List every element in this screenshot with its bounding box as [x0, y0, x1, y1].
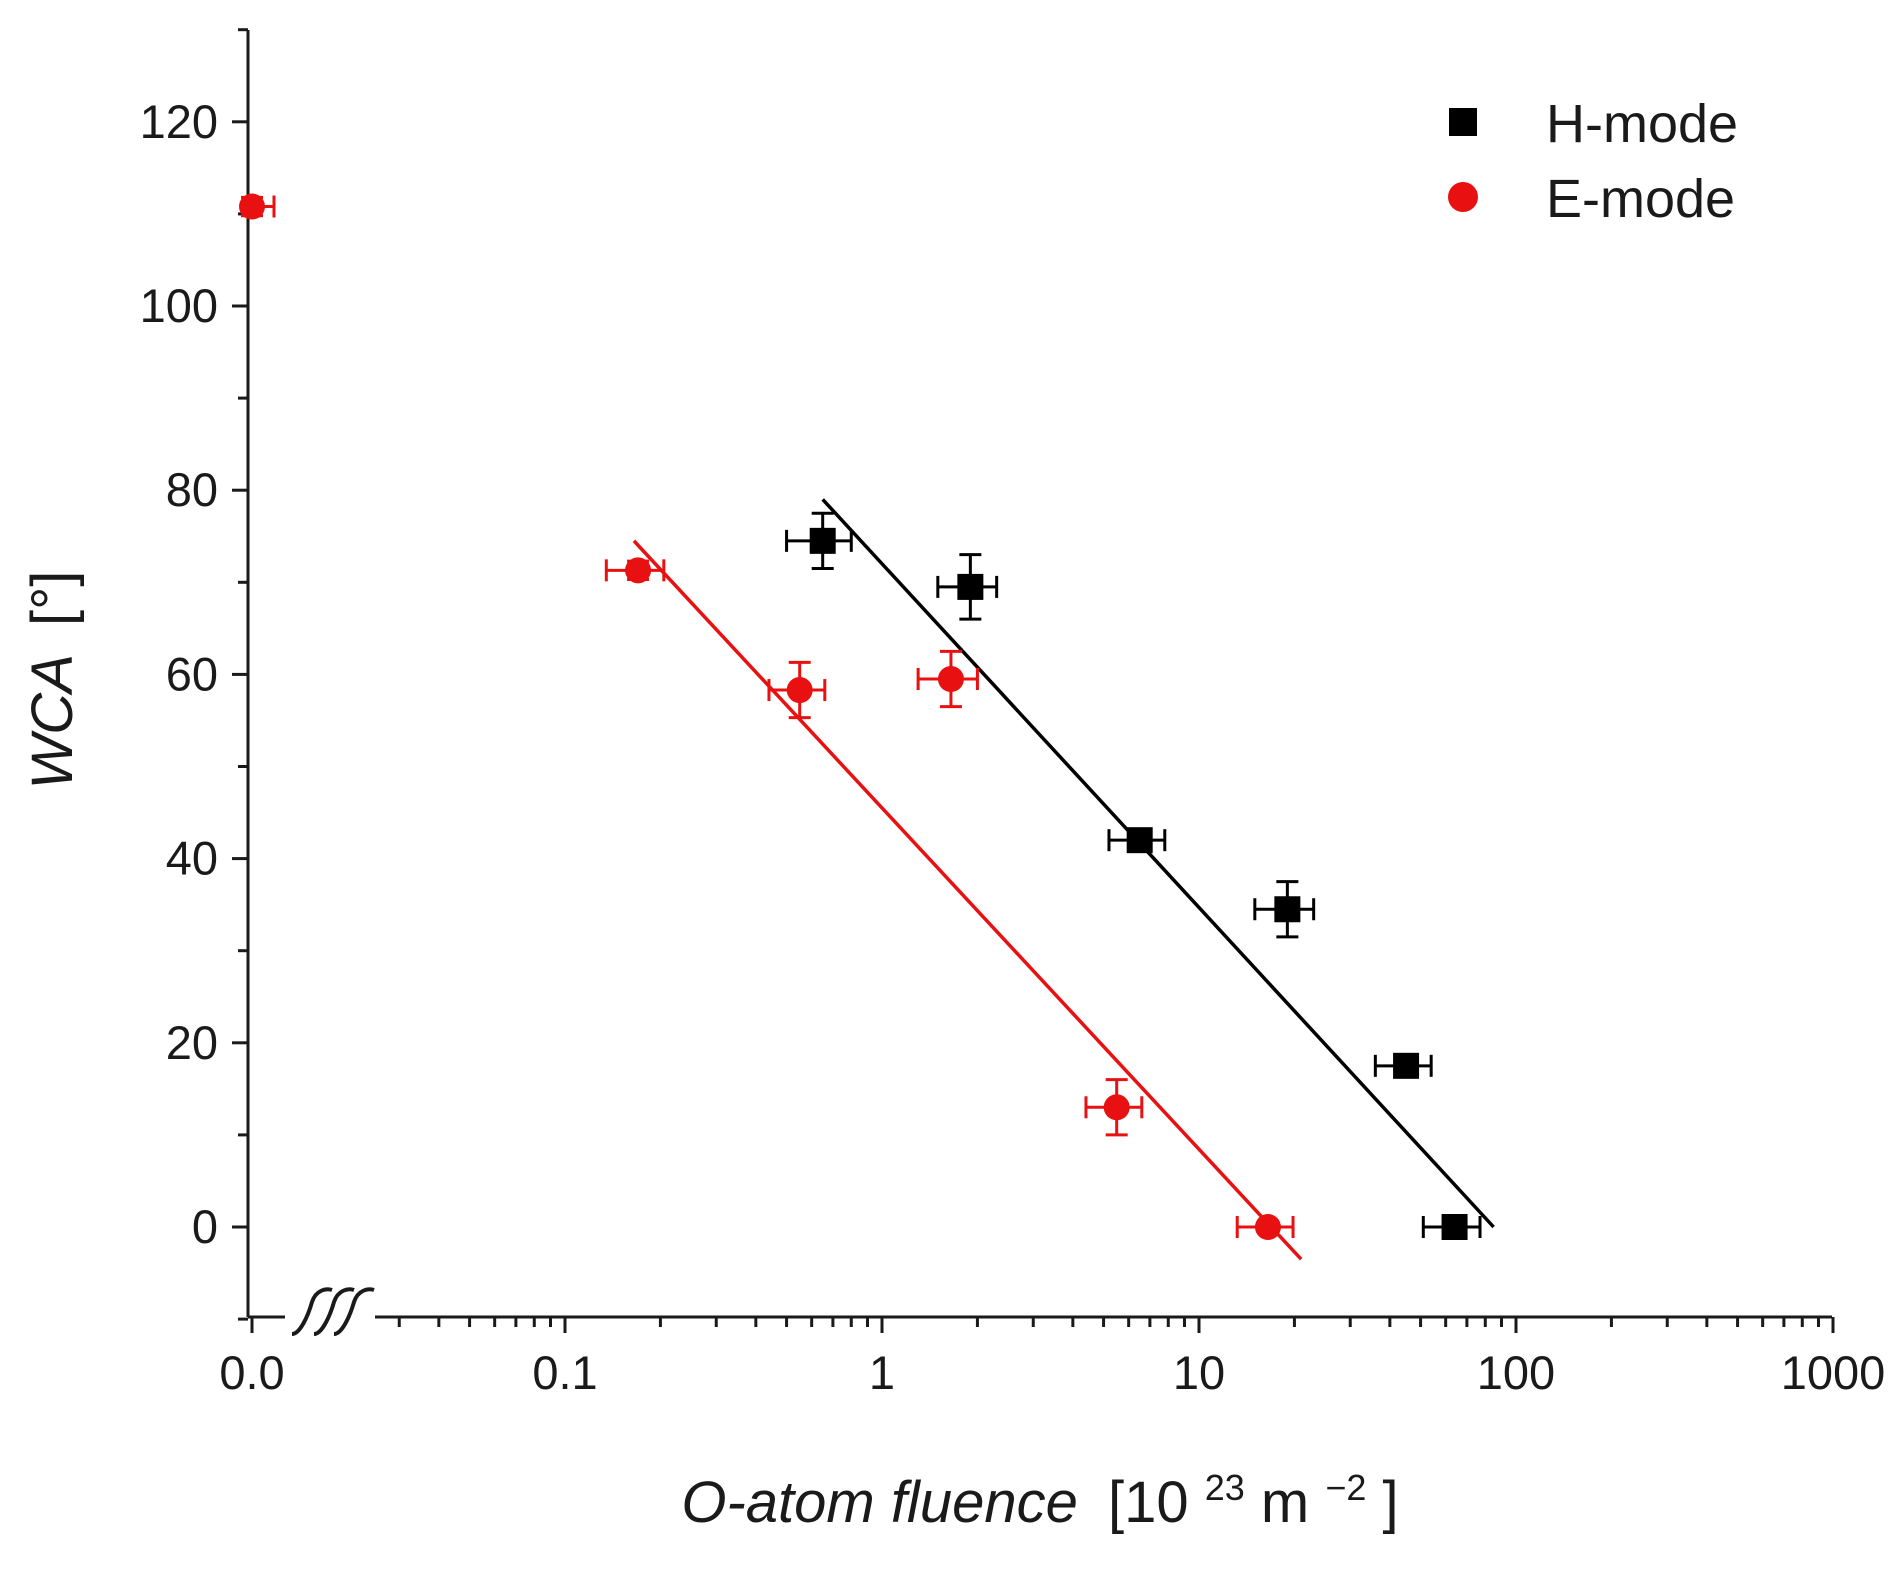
error-bars: [241, 195, 1482, 1238]
y-axis-title-italic: WCA: [20, 654, 85, 789]
axes: 0 20 40 60 80 100 120 0.0 0.1 1 10 100 1000: [140, 28, 1886, 1399]
x-tick-label: 1: [869, 1346, 895, 1399]
legend-marker-h-mode: [1449, 108, 1477, 136]
x-axis-title-exponent-1: 23: [1205, 1467, 1245, 1508]
x-axis-title-unit-mid: m: [1261, 1470, 1309, 1535]
data-point-e-mode: [1103, 1094, 1130, 1121]
x-axis-title-unit-open: [10: [1108, 1470, 1189, 1535]
data-point-e-mode: [937, 666, 964, 693]
fit-line-h-mode: [821, 498, 1495, 1229]
data-markers: [239, 193, 1468, 1240]
x-tick-label: 0.1: [532, 1346, 597, 1399]
data-point-h-mode: [1126, 827, 1153, 854]
data-point-h-mode: [1274, 896, 1301, 923]
y-tick-label: 20: [166, 1016, 218, 1069]
data-point-e-mode: [1254, 1214, 1281, 1240]
x-axis-title-exponent-2: −2: [1325, 1467, 1366, 1508]
y-tick-label: 100: [140, 279, 218, 332]
data-point-e-mode: [786, 677, 813, 704]
fit-lines: [632, 498, 1495, 1261]
x-axis-title: O-atom fluence [10 23 m −2 ]: [681, 1448, 1398, 1535]
y-tick-label: 60: [166, 647, 218, 700]
x-tick-label: 0.0: [219, 1346, 284, 1399]
data-point-h-mode: [809, 527, 836, 554]
legend-label-h-mode: H-mode: [1546, 94, 1738, 154]
y-axis-title: WCA [°]: [20, 571, 85, 790]
y-tick-label: 40: [166, 832, 218, 885]
x-tick-label: 100: [1477, 1346, 1555, 1399]
x-tick-label: 10: [1173, 1346, 1225, 1399]
x-tick-label: 1000: [1781, 1346, 1886, 1399]
fit-line-e-mode: [632, 539, 1303, 1261]
y-tick-label: 80: [166, 463, 218, 516]
y-tick-label: 120: [140, 95, 218, 148]
data-point-h-mode: [1393, 1052, 1420, 1079]
y-tick-label: 0: [192, 1200, 218, 1253]
legend-label-e-mode: E-mode: [1546, 169, 1735, 229]
x-axis-title-italic: O-atom fluence: [681, 1470, 1078, 1535]
x-axis-title-unit-close: ]: [1383, 1470, 1399, 1535]
axis-break-symbol: [285, 1287, 375, 1336]
data-point-h-mode: [957, 573, 984, 600]
data-point-e-mode: [239, 193, 265, 220]
legend-marker-e-mode: [1448, 182, 1478, 212]
data-point-h-mode: [1441, 1214, 1468, 1240]
y-axis-title-unit: [°]: [20, 571, 85, 626]
legend: H-mode E-mode: [1448, 94, 1738, 229]
data-point-e-mode: [625, 557, 652, 584]
